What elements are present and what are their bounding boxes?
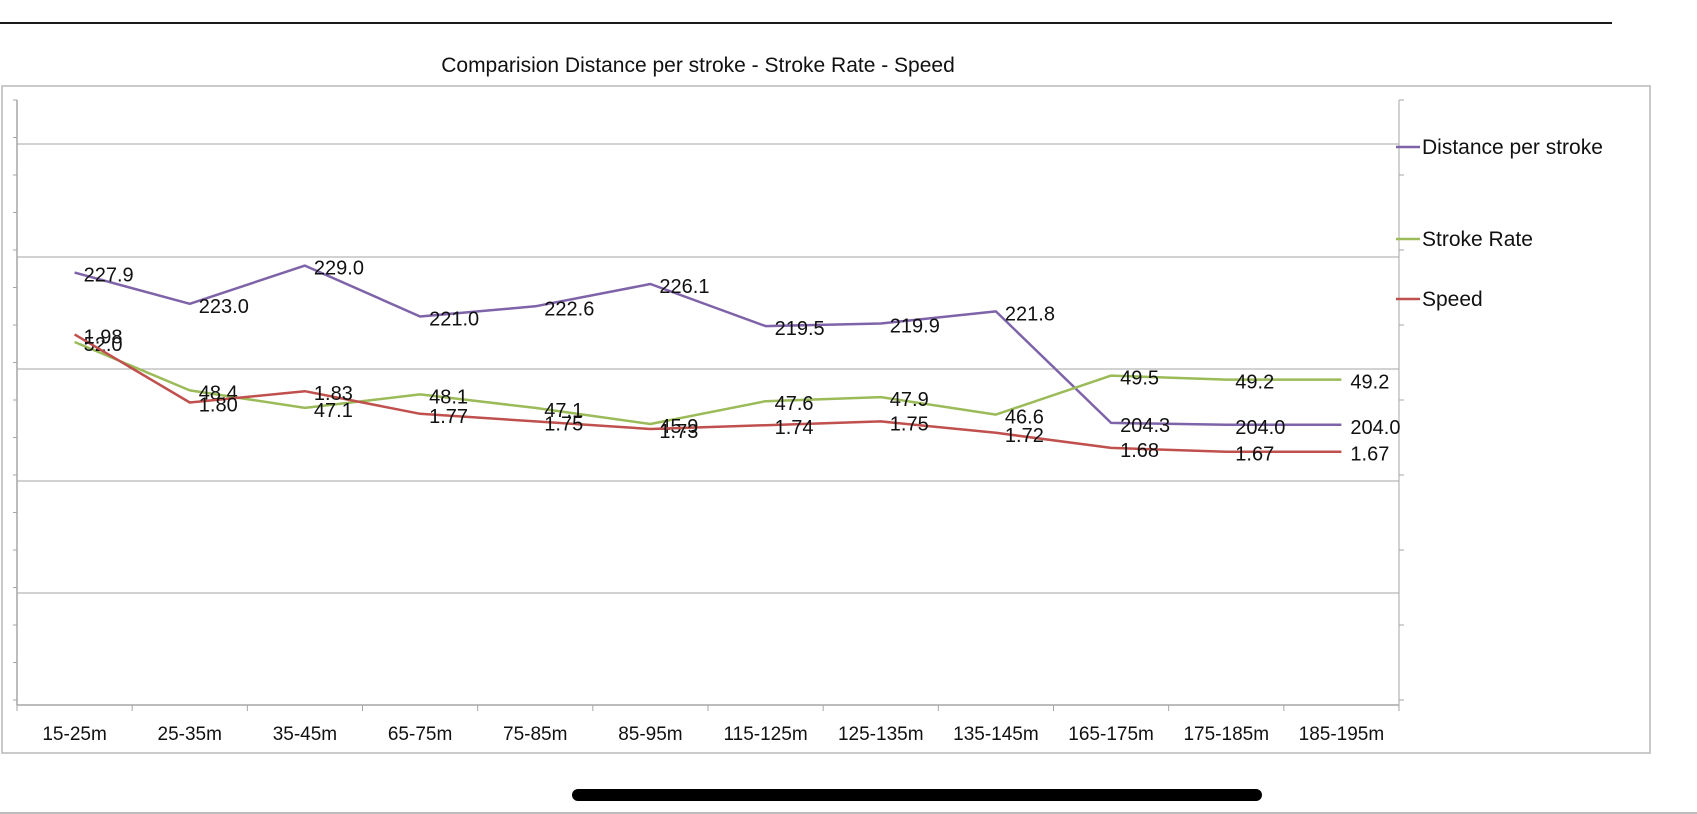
x-tick-label: 115-125m bbox=[724, 724, 808, 745]
data-label-speed: 1.80 bbox=[199, 395, 238, 417]
data-label-stroke-rate: 47.1 bbox=[314, 400, 353, 422]
chart-title: Comparision Distance per stroke - Stroke… bbox=[441, 54, 955, 77]
x-tick-label: 165-175m bbox=[1068, 724, 1154, 745]
data-label-speed: 1.74 bbox=[775, 417, 814, 439]
data-label-distance-per-stroke: 204.0 bbox=[1350, 417, 1400, 439]
data-label-stroke-rate: 47.6 bbox=[775, 393, 814, 415]
series-line-distance-per-stroke bbox=[74, 264, 1342, 427]
data-label-distance-per-stroke: 204.3 bbox=[1120, 415, 1170, 437]
data-label-speed: 1.77 bbox=[429, 406, 468, 428]
data-label-distance-per-stroke: 219.9 bbox=[890, 316, 940, 338]
data-label-distance-per-stroke: 223.0 bbox=[199, 296, 249, 318]
data-label-stroke-rate: 46.6 bbox=[1005, 407, 1044, 429]
series-line-stroke-rate bbox=[74, 340, 1342, 426]
data-label-distance-per-stroke: 229.0 bbox=[314, 258, 364, 280]
data-label-speed: 1.98 bbox=[84, 326, 123, 348]
chart-area-frame bbox=[1, 85, 1651, 754]
data-label-stroke-rate: 47.1 bbox=[544, 400, 583, 422]
data-label-speed: 1.68 bbox=[1120, 440, 1159, 462]
x-tick-label: 175-185m bbox=[1183, 724, 1269, 745]
data-label-distance-per-stroke: 219.5 bbox=[775, 318, 825, 340]
data-label-stroke-rate: 49.2 bbox=[1350, 372, 1389, 394]
data-label-speed: 1.83 bbox=[314, 383, 353, 405]
x-tick-label: 75-85m bbox=[503, 724, 567, 745]
data-label-speed: 1.75 bbox=[890, 413, 929, 435]
top-divider bbox=[0, 22, 1612, 24]
data-label-speed: 1.75 bbox=[544, 413, 583, 435]
x-tick-label: 85-95m bbox=[618, 724, 682, 745]
data-label-distance-per-stroke: 204.0 bbox=[1235, 417, 1285, 439]
data-label-stroke-rate: 48.1 bbox=[429, 386, 468, 408]
x-tick-label: 15-25m bbox=[42, 724, 106, 745]
data-label-stroke-rate: 49.5 bbox=[1120, 368, 1159, 390]
data-label-distance-per-stroke: 222.6 bbox=[544, 298, 594, 320]
data-label-speed: 1.73 bbox=[659, 421, 698, 443]
data-label-distance-per-stroke: 226.1 bbox=[659, 276, 709, 298]
x-tick-label: 35-45m bbox=[273, 724, 337, 745]
x-tick-label: 25-35m bbox=[158, 724, 222, 745]
data-label-speed: 1.67 bbox=[1350, 444, 1389, 466]
data-label-stroke-rate: 52.0 bbox=[84, 334, 123, 356]
data-label-distance-per-stroke: 221.0 bbox=[429, 309, 479, 331]
bottom-divider bbox=[0, 812, 1697, 814]
data-label-distance-per-stroke: 221.8 bbox=[1005, 303, 1055, 325]
home-indicator[interactable] bbox=[572, 789, 1262, 801]
data-label-distance-per-stroke: 227.9 bbox=[84, 265, 134, 287]
x-tick-label: 65-75m bbox=[388, 724, 452, 745]
x-tick-label: 135-145m bbox=[953, 724, 1039, 745]
x-tick-label: 185-195m bbox=[1299, 724, 1385, 745]
data-label-speed: 1.67 bbox=[1235, 444, 1274, 466]
legend-label-distance-per-stroke: Distance per stroke bbox=[1422, 136, 1603, 159]
x-tick-label: 125-135m bbox=[838, 724, 924, 745]
legend-label-speed: Speed bbox=[1422, 288, 1483, 311]
legend-label-stroke-rate: Stroke Rate bbox=[1422, 228, 1533, 251]
series-line-speed bbox=[73, 333, 1342, 453]
data-label-stroke-rate: 49.2 bbox=[1235, 372, 1274, 394]
data-label-stroke-rate: 47.9 bbox=[890, 389, 929, 411]
data-label-speed: 1.72 bbox=[1005, 425, 1044, 447]
